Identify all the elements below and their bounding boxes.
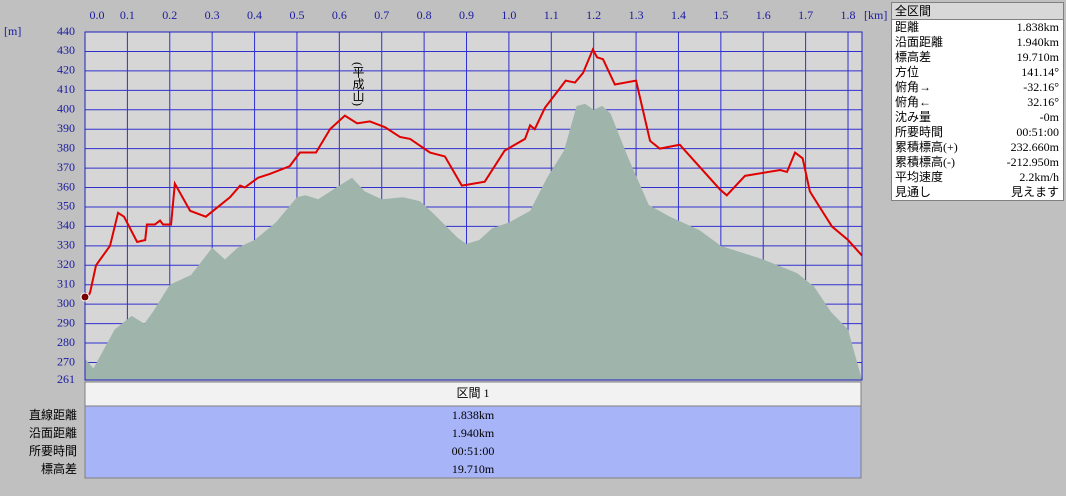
row-value: 19.710m — [452, 462, 495, 476]
summary-value: 見えます — [1010, 185, 1059, 199]
summary-panel: 全区間 距離 1.838km 沿面距離 1.940km 標高差 19.710m 方位 141.… — [891, 2, 1064, 201]
start-marker — [80, 292, 90, 302]
summary-row: 方位 141.14° — [892, 65, 1063, 80]
summary-row: 累積標高(-) -212.950m — [892, 155, 1063, 170]
y-tick-label: 330 — [57, 238, 75, 252]
summary-value: -0m — [1039, 110, 1059, 124]
y-tick-label: 420 — [57, 63, 75, 77]
summary-title: 全区間 — [892, 3, 1063, 20]
x-tick-label: 0.2 — [162, 8, 177, 22]
x-tick-label: 1.5 — [713, 8, 728, 22]
x-tick-label: 1.1 — [544, 8, 559, 22]
y-tick-label: 370 — [57, 160, 75, 174]
y-tick-label: 400 — [57, 102, 75, 116]
x-tick-label: 1.8 — [841, 8, 856, 22]
summary-label: 累積標高(-) — [895, 155, 955, 169]
x-tick-label: 0.1 — [120, 8, 135, 22]
x-tick-label: 0.6 — [332, 8, 347, 22]
plot-border — [84, 31, 863, 381]
y-tick-label: 360 — [57, 179, 75, 193]
summary-value: 32.16° — [1027, 95, 1059, 109]
section-title: 区間 1 — [456, 386, 489, 400]
summary-value: 2.2km/h — [1019, 170, 1059, 184]
row-label: 標高差 — [41, 461, 77, 476]
summary-row: 沈み量 -0m — [892, 110, 1063, 125]
summary-label: 方位 — [895, 65, 920, 79]
summary-row: 俯角→ -32.16° — [892, 80, 1063, 95]
summary-label: 見通し — [895, 185, 932, 199]
summary-row: 所要時間 00:51:00 — [892, 125, 1063, 140]
summary-row: 距離 1.838km — [892, 20, 1063, 35]
y-tick-label: 270 — [57, 354, 75, 368]
summary-label: 俯角← — [895, 95, 932, 109]
row-value: 1.940km — [452, 426, 495, 440]
section-header — [84, 381, 862, 407]
row-label: 直線距離 — [29, 407, 77, 422]
summary-label: 所要時間 — [895, 125, 944, 139]
summary-value: 141.14° — [1021, 65, 1059, 79]
summary-label: 距離 — [895, 20, 920, 34]
terrain-area — [85, 103, 862, 381]
x-tick-label: 1.2 — [586, 8, 601, 22]
y-tick-label: 440 — [57, 24, 75, 38]
x-tick-label: 0.4 — [247, 8, 262, 22]
elevation-line — [84, 47, 863, 299]
y-tick-label: 320 — [57, 257, 75, 271]
summary-value: -32.16° — [1023, 80, 1059, 94]
summary-value: 1.838km — [1016, 20, 1059, 34]
summary-label: 標高差 — [895, 50, 932, 64]
x-tick-label: 0.8 — [417, 8, 432, 22]
y-tick-label: 290 — [57, 315, 75, 329]
summary-label: 俯角→ — [895, 80, 932, 94]
summary-row: 標高差 19.710m — [892, 50, 1063, 65]
summary-value: 00:51:00 — [1016, 125, 1059, 139]
y-tick-label: 390 — [57, 121, 75, 135]
summary-row: 平均速度 2.2km/h — [892, 170, 1063, 185]
x-tick-label: 1.6 — [756, 8, 771, 22]
y-tick-label: 410 — [57, 82, 75, 96]
row-value: 00:51:00 — [452, 444, 495, 458]
y-tick-label: 350 — [57, 199, 75, 213]
x-tick-label: 1.7 — [798, 8, 813, 22]
summary-value: -212.950m — [1006, 155, 1059, 169]
x-tick-label: 0.0 — [90, 8, 105, 22]
y-unit: [m] — [4, 24, 21, 38]
summary-value: 1.940km — [1016, 35, 1059, 49]
x-tick-label: 1.4 — [671, 8, 686, 22]
y-tick-label: 300 — [57, 296, 75, 310]
x-tick-label: 0.5 — [289, 8, 304, 22]
summary-label: 累積標高(+) — [895, 140, 958, 154]
row-label: 所要時間 — [29, 444, 77, 458]
summary-row: 累積標高(+) 232.660m — [892, 140, 1063, 155]
summary-row: 見通し 見えます — [892, 185, 1063, 200]
section-table — [84, 405, 862, 479]
y-tick-label: 310 — [57, 276, 75, 290]
x-unit: [km] — [864, 8, 887, 22]
x-tick-label: 0.7 — [374, 8, 389, 22]
summary-label: 沈み量 — [895, 110, 932, 124]
summary-label: 沿面距離 — [895, 35, 944, 49]
summary-label: 平均速度 — [895, 170, 944, 184]
summary-value: 19.710m — [1016, 50, 1059, 64]
summary-row: 沿面距離 1.940km — [892, 35, 1063, 50]
x-tick-label: 0.3 — [205, 8, 220, 22]
y-tick-label: 380 — [57, 140, 75, 154]
annotation: (平成山) — [351, 62, 365, 106]
summary-row: 俯角← 32.16° — [892, 95, 1063, 110]
y-tick-label: 261 — [57, 372, 75, 386]
x-tick-label: 0.9 — [459, 8, 474, 22]
x-tick-label: 1.3 — [629, 8, 644, 22]
y-tick-label: 280 — [57, 335, 75, 349]
y-tick-label: 430 — [57, 43, 75, 57]
y-tick-label: 340 — [57, 218, 75, 232]
row-value: 1.838km — [452, 408, 495, 422]
row-label: 沿面距離 — [29, 426, 77, 440]
x-tick-label: 1.0 — [501, 8, 516, 22]
summary-value: 232.660m — [1010, 140, 1059, 154]
